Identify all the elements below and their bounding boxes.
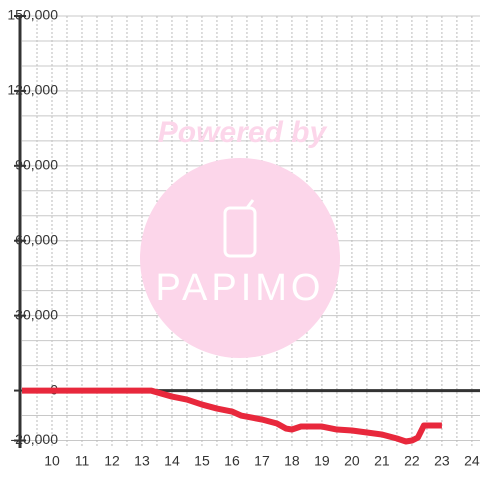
x-tick-label: 10 [44,453,60,469]
data-line [22,387,442,445]
y-tick-label: 30,000 [15,306,58,322]
x-tick-label: 22 [404,453,420,469]
watermark: Powered by PAPIMO [140,116,340,358]
watermark-circle [140,158,340,358]
y-tick-label: 150,000 [7,7,58,23]
x-tick-label: 16 [224,453,240,469]
x-tick-label: 17 [254,453,270,469]
y-tick-label: 90,000 [15,157,58,173]
x-tick-label: 21 [374,453,390,469]
x-tick-label: 18 [284,453,300,469]
x-tick-label: 23 [434,453,450,469]
watermark-text: Powered by [158,116,328,149]
x-tick-label: 20 [344,453,360,469]
x-tick-label: 19 [314,453,330,469]
x-tick-label: 24 [464,453,480,469]
x-tick-label: 11 [75,453,90,469]
x-tick-label: 13 [134,453,150,469]
phone-antenna [245,199,255,209]
x-tick-label: 12 [104,453,120,469]
y-tick-label: 120,000 [7,82,58,98]
x-tick-label: 14 [164,453,180,469]
y-tick-label: 60,000 [15,231,58,247]
x-tick-label: 15 [194,453,210,469]
watermark-brand: PAPIMO [156,267,325,309]
y-tick-label: -20,000 [11,431,59,447]
phone-icon [223,206,257,258]
